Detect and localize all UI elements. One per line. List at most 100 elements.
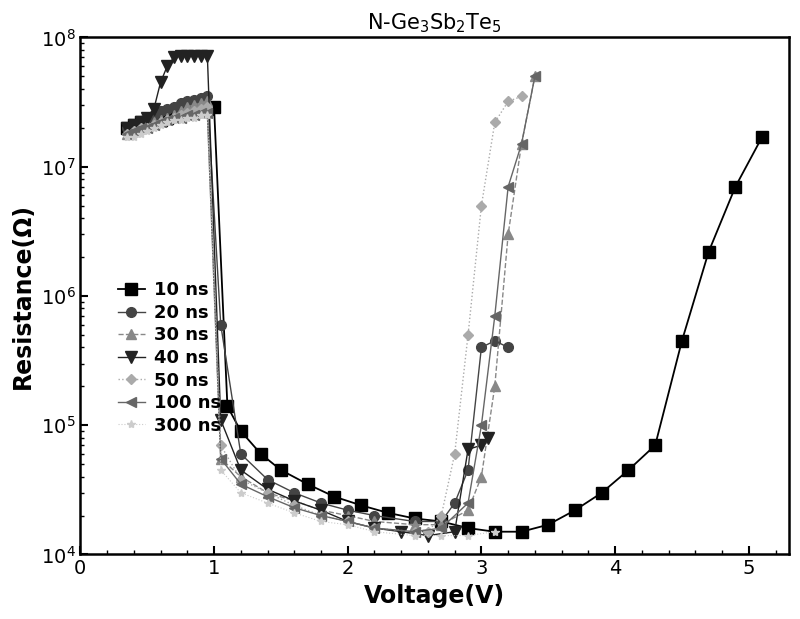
20 ns xyxy=(410,517,419,525)
40 ns xyxy=(136,119,146,126)
10 ns xyxy=(162,114,172,121)
50 ns xyxy=(477,202,486,209)
10 ns xyxy=(142,119,152,126)
20 ns xyxy=(236,450,246,457)
300 ns xyxy=(410,532,419,539)
10 ns xyxy=(356,501,366,509)
50 ns xyxy=(490,119,499,126)
20 ns xyxy=(142,116,152,124)
10 ns xyxy=(437,517,446,525)
10 ns xyxy=(597,489,606,496)
20 ns xyxy=(216,321,226,328)
10 ns xyxy=(222,402,232,410)
30 ns xyxy=(189,102,198,109)
40 ns xyxy=(156,79,166,86)
20 ns xyxy=(477,344,486,351)
50 ns xyxy=(122,130,132,137)
100 ns xyxy=(517,141,526,148)
40 ns xyxy=(343,517,353,525)
50 ns xyxy=(176,111,186,119)
50 ns xyxy=(290,501,299,509)
300 ns xyxy=(202,111,212,119)
Title: N-Ge$_3$Sb$_2$Te$_5$: N-Ge$_3$Sb$_2$Te$_5$ xyxy=(367,11,502,35)
Y-axis label: Resistance(Ω): Resistance(Ω) xyxy=(11,203,35,389)
300 ns xyxy=(316,517,326,525)
100 ns xyxy=(503,183,513,191)
100 ns xyxy=(437,524,446,532)
300 ns xyxy=(182,114,192,121)
30 ns xyxy=(503,230,513,238)
30 ns xyxy=(142,121,152,129)
30 ns xyxy=(410,521,419,529)
50 ns xyxy=(503,98,513,105)
300 ns xyxy=(169,116,178,124)
50 ns xyxy=(410,528,419,535)
20 ns xyxy=(189,96,198,103)
10 ns xyxy=(169,111,178,119)
40 ns xyxy=(370,524,379,532)
10 ns xyxy=(383,509,393,516)
100 ns xyxy=(490,312,499,319)
300 ns xyxy=(129,133,138,141)
30 ns xyxy=(122,130,132,137)
50 ns xyxy=(189,107,198,115)
100 ns xyxy=(156,119,166,126)
10 ns xyxy=(182,110,192,117)
20 ns xyxy=(162,105,172,113)
10 ns xyxy=(677,337,686,345)
10 ns xyxy=(650,441,660,449)
40 ns xyxy=(290,497,299,504)
100 ns xyxy=(182,111,192,119)
50 ns xyxy=(136,124,146,131)
40 ns xyxy=(129,121,138,129)
40 ns xyxy=(463,446,473,453)
300 ns xyxy=(490,528,499,535)
Line: 10 ns: 10 ns xyxy=(122,102,768,537)
300 ns xyxy=(142,127,152,134)
40 ns xyxy=(149,105,158,113)
40 ns xyxy=(423,532,433,539)
50 ns xyxy=(423,528,433,535)
300 ns xyxy=(463,532,473,539)
300 ns xyxy=(236,489,246,496)
100 ns xyxy=(530,72,540,80)
40 ns xyxy=(262,485,272,493)
10 ns xyxy=(210,103,219,111)
40 ns xyxy=(216,416,226,423)
10 ns xyxy=(543,521,553,529)
10 ns xyxy=(156,116,166,124)
40 ns xyxy=(162,63,172,70)
10 ns xyxy=(256,450,266,457)
20 ns xyxy=(182,98,192,105)
20 ns xyxy=(437,517,446,525)
30 ns xyxy=(182,103,192,111)
40 ns xyxy=(182,52,192,59)
10 ns xyxy=(704,248,714,256)
10 ns xyxy=(149,116,158,124)
100 ns xyxy=(477,422,486,429)
100 ns xyxy=(410,528,419,535)
300 ns xyxy=(437,532,446,539)
10 ns xyxy=(463,524,473,532)
Line: 300 ns: 300 ns xyxy=(123,111,499,540)
10 ns xyxy=(624,466,634,474)
30 ns xyxy=(477,473,486,480)
50 ns xyxy=(316,512,326,519)
30 ns xyxy=(169,111,178,119)
50 ns xyxy=(129,127,138,134)
20 ns xyxy=(290,489,299,496)
30 ns xyxy=(530,72,540,80)
50 ns xyxy=(236,476,246,483)
30 ns xyxy=(290,497,299,504)
100 ns xyxy=(142,124,152,131)
Legend: 10 ns, 20 ns, 30 ns, 40 ns, 50 ns, 100 ns, 300 ns: 10 ns, 20 ns, 30 ns, 40 ns, 50 ns, 100 n… xyxy=(110,274,228,442)
10 ns xyxy=(176,110,186,117)
30 ns xyxy=(196,100,206,107)
50 ns xyxy=(463,331,473,339)
Line: 40 ns: 40 ns xyxy=(122,50,494,541)
300 ns xyxy=(216,466,226,474)
10 ns xyxy=(758,133,767,141)
40 ns xyxy=(236,466,246,474)
100 ns xyxy=(316,512,326,519)
100 ns xyxy=(290,504,299,511)
